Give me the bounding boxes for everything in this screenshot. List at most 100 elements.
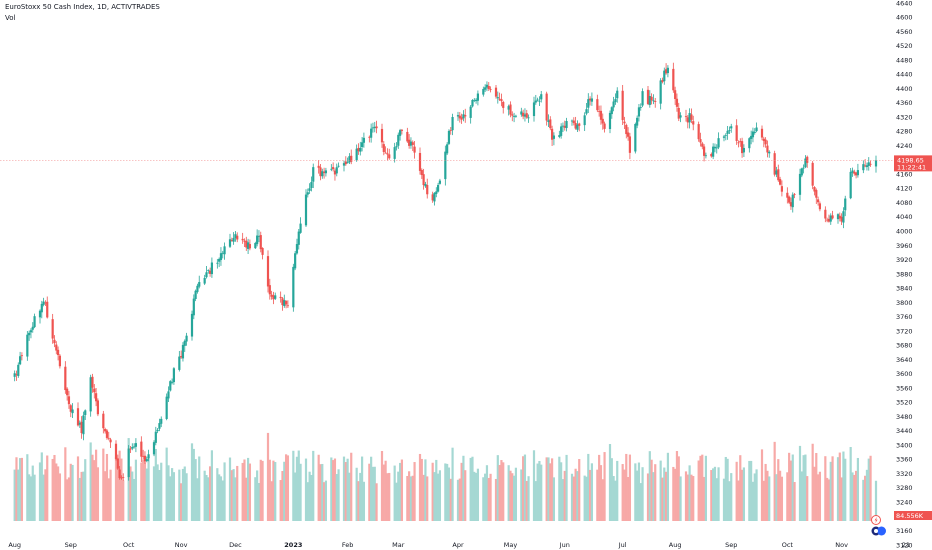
volume-bar xyxy=(64,447,67,521)
candle-body xyxy=(587,99,590,108)
candle-body xyxy=(646,89,650,104)
volume-bar xyxy=(489,473,492,521)
time-axis[interactable]: Aug Sep Oct Nov Dec 2023 Feb Mar Apr May Jun Jul Aug… xyxy=(8,541,910,549)
candle-body xyxy=(766,145,769,153)
tradingview-logo-icon[interactable] xyxy=(871,526,887,536)
volume-bar xyxy=(344,462,347,521)
candle-body xyxy=(426,185,429,195)
volume-bar xyxy=(842,451,845,521)
candle-body xyxy=(107,437,110,439)
volume-bar xyxy=(462,455,465,521)
volume-bar xyxy=(545,457,548,521)
candle-body xyxy=(324,170,328,174)
volume-bar xyxy=(274,462,277,521)
candle-body xyxy=(804,158,807,168)
volume-bar xyxy=(755,469,758,521)
x-tick-label: Jul xyxy=(618,541,627,549)
candle-body xyxy=(829,215,832,222)
volume-bar xyxy=(436,473,440,521)
volume-indicator-label[interactable]: Vol xyxy=(5,14,16,22)
volume-bar xyxy=(447,467,451,521)
volume-bar xyxy=(717,467,720,521)
candle-body xyxy=(281,298,284,306)
y-tick-label: 3520 xyxy=(896,399,913,407)
candle-body xyxy=(355,148,358,161)
volume-bar xyxy=(856,457,860,521)
volume-bar xyxy=(431,462,434,521)
candle-body xyxy=(408,139,411,146)
candle-body xyxy=(614,99,617,103)
volume-bar xyxy=(831,456,834,521)
volume-bar xyxy=(775,474,778,521)
volume-bar xyxy=(420,458,423,521)
candle-body xyxy=(487,85,490,89)
candle-body xyxy=(552,135,556,139)
volume-bar xyxy=(350,452,353,521)
candle-body xyxy=(15,374,18,376)
candle-body xyxy=(590,98,594,102)
volume-bar xyxy=(292,450,295,521)
volume-bar xyxy=(599,465,603,521)
volume-bar xyxy=(558,456,561,521)
volume-bar xyxy=(158,469,161,521)
candle-body xyxy=(636,117,639,126)
candle-body xyxy=(241,238,244,241)
candle-body xyxy=(775,170,778,175)
volume-bar xyxy=(764,463,767,521)
candle-body xyxy=(838,215,841,219)
candle-body xyxy=(570,120,574,122)
volume-bar xyxy=(838,452,841,521)
candle-body xyxy=(78,422,81,425)
price-axis[interactable]: 3120316032003240328033203360340034403480… xyxy=(896,0,913,549)
candle-body xyxy=(625,124,628,135)
candle-body xyxy=(246,242,250,249)
candle-body xyxy=(610,107,613,115)
candle-body xyxy=(849,171,852,199)
volume-bar xyxy=(17,469,20,521)
candle-body xyxy=(335,167,338,174)
volume-bar xyxy=(132,478,136,521)
volume-bar xyxy=(198,456,201,521)
candle-body xyxy=(773,153,776,175)
volume-bar xyxy=(205,475,208,521)
volume-bar xyxy=(221,480,224,521)
volume-bar xyxy=(456,479,460,521)
volume-bar xyxy=(142,459,145,521)
candle-body xyxy=(228,239,232,247)
candle-body xyxy=(842,211,845,223)
volume-bar xyxy=(370,456,373,521)
y-tick-label: 3880 xyxy=(896,270,913,278)
volume-bar xyxy=(815,453,818,521)
candle-body xyxy=(672,68,675,91)
candle-body xyxy=(104,428,107,432)
volume-bar xyxy=(688,465,691,521)
volume-bar xyxy=(234,477,237,521)
candle-body xyxy=(183,340,186,346)
candle-body xyxy=(677,107,680,119)
candle-body xyxy=(319,167,322,177)
volume-bar xyxy=(44,469,47,521)
volume-bar xyxy=(849,446,852,521)
volume-bar xyxy=(536,463,539,521)
candle-body xyxy=(522,112,525,117)
volume-bar xyxy=(375,483,378,521)
candle-body xyxy=(398,130,402,136)
volume-bar xyxy=(565,454,568,521)
volume-bar xyxy=(357,481,360,521)
volume-bar xyxy=(346,458,349,521)
volume-bar xyxy=(469,457,472,521)
volume-bar xyxy=(56,466,60,521)
candle-body xyxy=(17,364,20,376)
volume-bar xyxy=(219,476,223,521)
current-volume-value: 84.556K xyxy=(896,512,924,520)
lightning-icon[interactable] xyxy=(871,515,881,525)
candle-body xyxy=(816,199,820,203)
candle-body xyxy=(210,262,214,275)
y-tick-label: 4600 xyxy=(896,14,913,22)
volume-bar xyxy=(650,459,653,521)
y-tick-label: 4640 xyxy=(896,0,913,7)
candle-body xyxy=(435,191,438,194)
volume-bar xyxy=(637,462,641,521)
candle-body xyxy=(704,155,708,157)
